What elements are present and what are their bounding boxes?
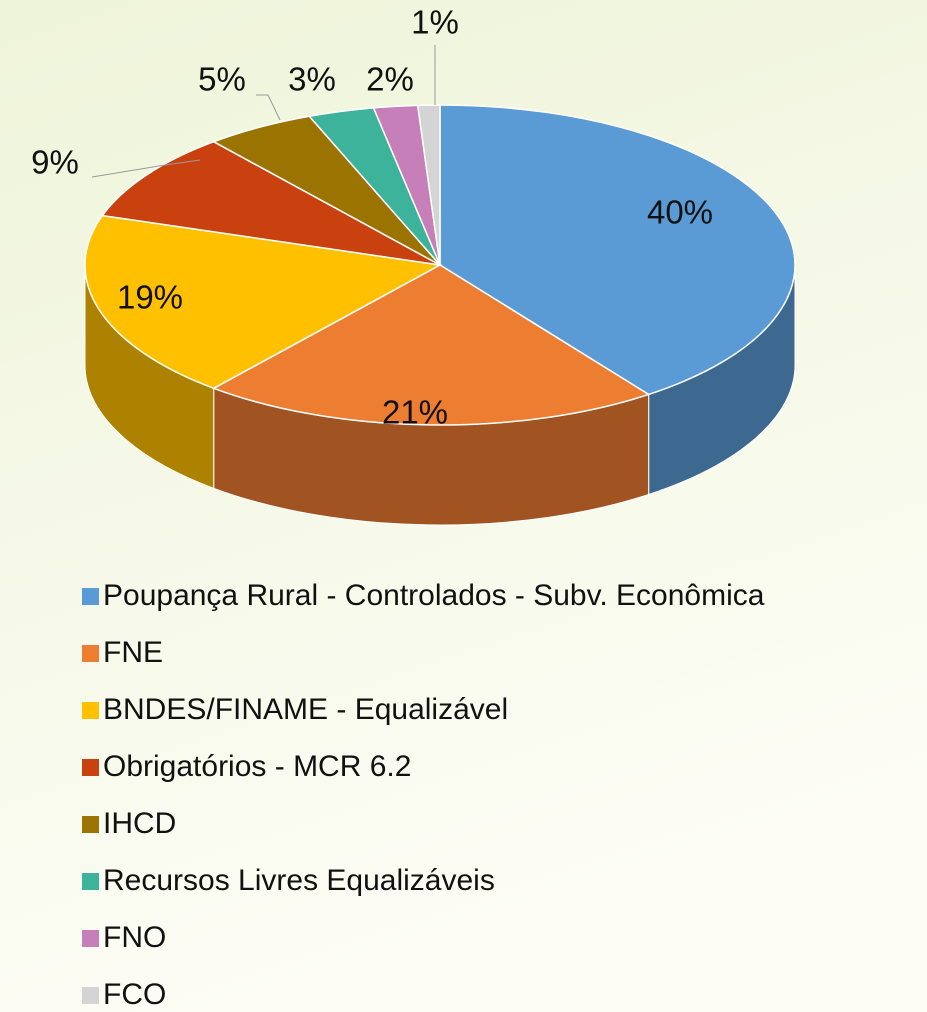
legend-label: IHCD	[103, 807, 176, 840]
legend-label: FCO	[103, 978, 166, 1011]
slice	[84, 214, 443, 390]
legend-label: Obrigatórios - MCR 6.2	[103, 750, 411, 783]
data-label: 2%	[366, 61, 414, 98]
legend-swatch	[82, 816, 99, 833]
legend-swatch	[82, 588, 99, 605]
data-label: 3%	[288, 61, 336, 98]
data-label: 19%	[117, 279, 183, 316]
legend-label: FNE	[103, 636, 163, 669]
slice-side	[85, 265, 214, 489]
legend-label: FNO	[103, 921, 166, 954]
legend-swatch	[82, 987, 99, 1004]
slice-side	[648, 265, 795, 495]
legend-label: Poupança Rural - Controlados - Subv. Eco…	[103, 579, 765, 612]
data-label: 5%	[198, 61, 246, 98]
data-label: 1%	[411, 4, 459, 41]
legend-swatch	[82, 759, 99, 776]
slice-side	[213, 388, 649, 525]
data-label: 21%	[382, 394, 448, 431]
legend-swatch	[82, 930, 99, 947]
legend-swatch	[82, 873, 99, 890]
slice	[416, 104, 441, 266]
leader-line	[256, 94, 281, 121]
legend-swatch	[82, 702, 99, 719]
slice	[211, 264, 651, 426]
legend-label: Recursos Livres Equalizáveis	[103, 864, 495, 897]
legend-label: BNDES/FINAME - Equalizável	[103, 693, 508, 726]
slice	[101, 140, 441, 266]
legend-swatch	[82, 645, 99, 662]
data-label: 9%	[31, 144, 79, 181]
leader-line	[91, 159, 201, 178]
slice	[439, 104, 796, 396]
data-label: 40%	[647, 194, 713, 231]
